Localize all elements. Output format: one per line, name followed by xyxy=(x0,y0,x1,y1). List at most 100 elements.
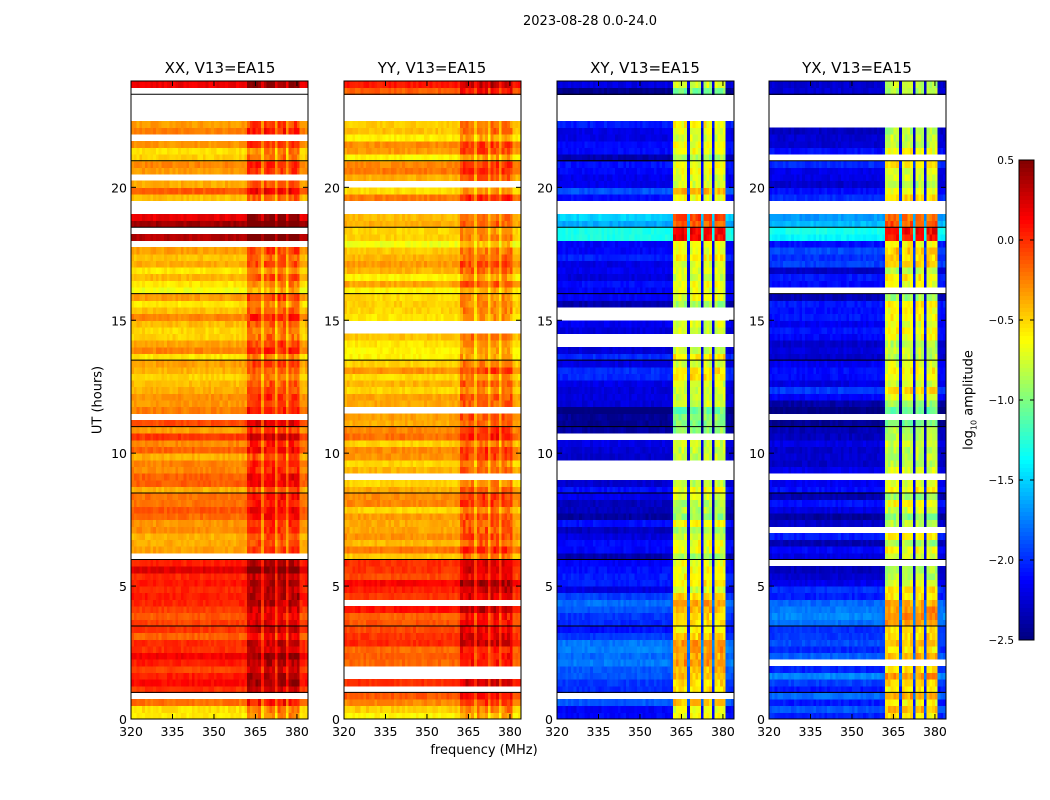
heatmap-cell xyxy=(147,419,151,428)
heatmap-cell xyxy=(155,659,160,667)
heatmap-cell xyxy=(139,287,143,295)
heatmap-cell xyxy=(202,346,207,354)
heatmap-cell xyxy=(213,380,218,388)
heatmap-cell xyxy=(258,400,262,408)
heatmap-cell xyxy=(294,639,298,647)
heatmap-cell xyxy=(211,473,215,481)
heatmap-cell xyxy=(175,519,179,527)
heatmap-cell xyxy=(252,253,256,261)
heatmap-cell xyxy=(219,532,223,541)
heatmap-cell xyxy=(147,253,151,261)
heatmap-cell xyxy=(153,645,157,654)
heatmap-cell xyxy=(180,586,185,594)
heatmap-cell xyxy=(139,253,143,261)
heatmap-cell xyxy=(131,213,135,222)
heatmap-cell xyxy=(155,433,160,441)
heatmap-cell xyxy=(288,645,292,654)
heatmap-cell xyxy=(219,300,223,308)
heatmap-cell xyxy=(175,493,179,501)
heatmap-cell xyxy=(291,187,295,195)
heatmap-cell xyxy=(133,213,138,222)
heatmap-cell xyxy=(202,479,207,487)
heatmap-cell xyxy=(208,599,212,607)
heatmap-cell xyxy=(155,473,160,481)
heatmap-cell xyxy=(274,579,279,587)
heatmap-cell xyxy=(260,639,265,647)
heatmap-cell xyxy=(233,326,237,335)
heatmap-cell xyxy=(274,300,279,308)
heatmap-cell xyxy=(241,639,245,647)
heatmap-cell xyxy=(274,625,279,634)
heatmap-cell xyxy=(294,546,298,554)
heatmap-cell xyxy=(133,306,138,315)
heatmap-cell xyxy=(236,625,240,634)
heatmap-cell xyxy=(136,373,140,381)
heatmap-cell xyxy=(144,313,149,321)
heatmap-cell xyxy=(280,532,284,541)
heatmap-cell xyxy=(166,193,171,202)
heatmap-cell xyxy=(136,393,140,401)
heatmap-cell xyxy=(219,293,223,301)
heatmap-cell xyxy=(294,193,298,202)
heatmap-cell xyxy=(238,645,243,654)
heatmap-cell xyxy=(255,586,259,594)
heatmap-cell xyxy=(202,546,207,554)
heatmap-cell xyxy=(238,572,243,580)
heatmap-cell xyxy=(131,426,135,434)
heatmap-cell xyxy=(283,699,287,707)
heatmap-cell xyxy=(277,672,281,680)
heatmap-cell xyxy=(147,453,151,461)
heatmap-cell xyxy=(147,213,151,222)
heatmap-cell xyxy=(205,446,209,454)
heatmap-cell xyxy=(169,333,173,341)
heatmap-cell xyxy=(133,572,138,580)
heatmap-cell xyxy=(285,619,290,627)
heatmap-cell xyxy=(164,320,168,328)
heatmap-cell xyxy=(288,546,292,554)
heatmap-cell xyxy=(197,572,201,580)
heatmap-cell xyxy=(144,346,149,354)
heatmap-cell xyxy=(200,519,204,527)
heatmap-cell xyxy=(219,546,223,554)
heatmap-cell xyxy=(236,220,240,228)
heatmap-cell xyxy=(153,672,157,680)
heatmap-cell xyxy=(225,320,229,328)
heatmap-cell xyxy=(233,419,237,428)
heatmap-cell xyxy=(219,486,223,494)
heatmap-cell xyxy=(291,512,295,521)
heatmap-cell xyxy=(139,400,143,408)
heatmap-cell xyxy=(222,373,226,381)
heatmap-cell xyxy=(249,439,254,448)
heatmap-cell xyxy=(258,233,262,241)
heatmap-cell xyxy=(299,459,303,467)
heatmap-cell xyxy=(161,446,165,454)
heatmap-cell xyxy=(249,632,254,640)
heatmap-cell xyxy=(247,512,251,521)
heatmap-cell xyxy=(227,499,232,507)
heatmap-cell xyxy=(211,346,215,354)
heatmap-cell xyxy=(200,572,204,580)
heatmap-cell xyxy=(169,572,173,580)
heatmap-cell xyxy=(274,406,279,414)
heatmap-cell xyxy=(249,446,254,454)
heatmap-cell xyxy=(150,586,154,594)
heatmap-cell xyxy=(244,187,248,195)
heatmap-cell xyxy=(258,473,262,481)
heatmap-cell xyxy=(269,346,273,354)
heatmap-cell xyxy=(263,685,268,693)
heatmap-cell xyxy=(272,459,276,467)
heatmap-cell xyxy=(155,260,160,268)
heatmap-cell xyxy=(189,486,193,494)
heatmap-cell xyxy=(216,532,220,541)
heatmap-cell xyxy=(194,220,198,228)
heatmap-cell xyxy=(150,486,154,494)
heatmap-cell xyxy=(172,426,176,434)
heatmap-cell xyxy=(164,333,168,341)
heatmap-cell xyxy=(230,466,234,474)
heatmap-cell xyxy=(208,439,212,448)
heatmap-cell xyxy=(186,473,190,481)
heatmap-cell xyxy=(258,180,262,188)
heatmap-cell xyxy=(263,386,268,394)
heatmap-cell xyxy=(211,287,215,295)
heatmap-cell xyxy=(211,506,215,514)
